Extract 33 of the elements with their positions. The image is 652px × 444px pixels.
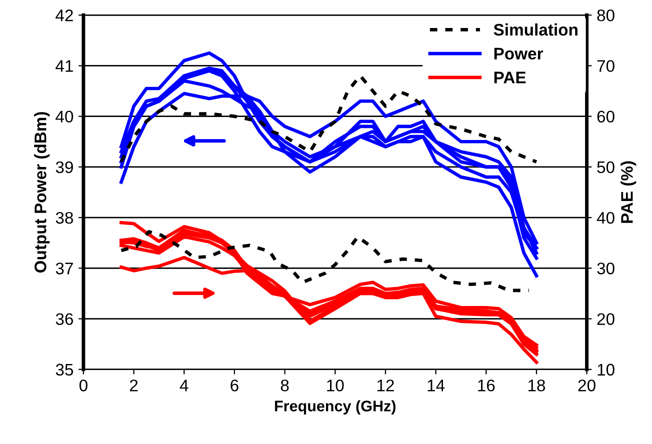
y2-tick-label: 70 <box>597 60 614 72</box>
y2-tick-label: 10 <box>598 364 614 376</box>
y-tick-label: 42 <box>56 9 73 22</box>
y2-tick-label: 80 <box>597 9 614 22</box>
y-tick-label: 40 <box>56 110 74 123</box>
x-axis-title: Frequency (GHz) <box>275 400 396 414</box>
x-tick-label: 12 <box>377 380 394 392</box>
x-tick-label: 16 <box>478 380 495 392</box>
x-tick-label: 6 <box>230 380 238 392</box>
y-axis-title: Output Power (dBm) <box>34 112 50 273</box>
y2-axis-title: PAE (%) <box>620 161 636 223</box>
x-tick-label: 10 <box>327 380 344 392</box>
y2-tick-label: 20 <box>597 313 614 325</box>
x-tick-label: 20 <box>578 380 596 392</box>
y2-tick-label: 40 <box>596 212 614 224</box>
y2-tick-label: 60 <box>597 110 614 123</box>
x-tick-label: 4 <box>180 380 188 392</box>
legend-label: PAE <box>494 72 526 84</box>
x-tick-label: 2 <box>130 380 138 392</box>
y-tick-label: 36 <box>56 313 74 325</box>
x-tick-label: 0 <box>79 380 88 392</box>
legend-label: Power <box>494 48 544 60</box>
y2-tick-label: 50 <box>597 161 614 174</box>
x-tick-label: 14 <box>428 380 445 392</box>
y-tick-label: 39 <box>56 161 73 174</box>
x-tick-label: 18 <box>528 380 546 392</box>
y-tick-label: 35 <box>56 364 74 376</box>
y-tick-label: 41 <box>56 60 73 72</box>
y-tick-label: 38 <box>56 212 74 224</box>
legend-label: Simulation <box>494 23 578 36</box>
x-tick-label: 8 <box>280 380 289 392</box>
y-tick-label: 37 <box>56 262 73 274</box>
y2-tick-label: 30 <box>597 262 614 274</box>
